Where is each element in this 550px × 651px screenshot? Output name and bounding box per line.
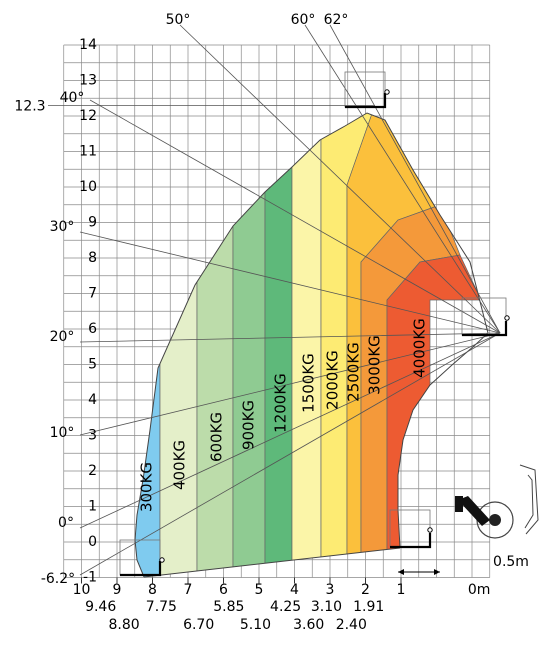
ray-10 (79, 332, 501, 436)
boom-link (458, 496, 490, 526)
x-tick-label: 7 (184, 582, 193, 598)
zone-label-4000kg: 4000KG (411, 318, 429, 378)
y-tick-label: 14 (79, 37, 97, 53)
zone-label-900kg: 900KG (240, 400, 258, 450)
labels: 10 9 8 7 6 5 4 3 2 1 0m9.46 7.75 5.85 4.25 3.10 1.918.8… (14, 12, 529, 633)
x-tick-label: 5 (255, 582, 264, 598)
load-zone-1200kg (264, 159, 293, 577)
ray-0 (79, 332, 501, 529)
attachment-sketch-right-fork (462, 321, 508, 337)
y-tick-label: 2 (88, 463, 97, 479)
zone-label-3000kg: 3000KG (366, 335, 384, 395)
ray-50 (179, 24, 501, 334)
machine-sketch (119, 71, 539, 577)
y-tick-label: 9 (88, 215, 97, 231)
x-tick-label: 1 (397, 582, 406, 598)
x-sub-label: 9.46 (85, 599, 116, 615)
x-tick-label: 8 (148, 582, 157, 598)
attachment-sketch-low-pin (159, 557, 165, 563)
attachment-sketch-ground-pin (427, 527, 433, 533)
y-tick-label: 5 (88, 357, 97, 373)
max-height-label: 12.3 (14, 98, 45, 114)
cab-inner (524, 474, 534, 529)
envelope-bottom-edge (143, 547, 401, 578)
y-tick-label: 7 (88, 286, 97, 302)
ray-60 (304, 24, 501, 334)
zone-label-2000kg: 2000KG (324, 350, 342, 410)
zone-label-1200kg: 1200KG (272, 373, 290, 433)
zone-label-300kg: 300KG (138, 462, 156, 512)
angle-label: -6.2° (41, 571, 75, 587)
angle-label: 10° (50, 425, 75, 441)
y-tick-label: 13 (79, 73, 97, 89)
x-sub-label: 3.10 (311, 599, 342, 615)
x-sub-label: 5.10 (240, 617, 271, 633)
attachment-sketch-right-pin (504, 315, 510, 321)
load-zone-400kg (159, 279, 198, 577)
load-zones (134, 112, 489, 578)
x-sub-label: 2.40 (336, 617, 367, 633)
x-tick-label: 10 (73, 582, 91, 598)
y-tick-label: 6 (88, 321, 97, 337)
zone-label-1500kg: 1500KG (300, 353, 318, 413)
x-tick-label: 2 (361, 582, 370, 598)
x-sub-label: 3.60 (293, 617, 324, 633)
x-sub-label: 5.85 (213, 599, 244, 615)
x-sub-label: 7.75 (146, 599, 177, 615)
x-tick-label: 9 (113, 582, 122, 598)
angle-label: 0° (58, 515, 74, 531)
attachment-sketch-ground-fork (390, 533, 432, 549)
angle-label: 30° (50, 219, 75, 235)
angle-label: 62° (324, 12, 349, 28)
angle-label: 60° (291, 12, 316, 28)
y-tick-label: 11 (79, 144, 97, 160)
angle-rays (79, 24, 501, 576)
y-tick-label: -1 (83, 570, 97, 586)
attachment-sketch-top (344, 71, 386, 108)
x-sub-label: 6.70 (183, 617, 214, 633)
x-zero-label: 0m (468, 582, 491, 598)
attachment-sketch-top-pin (384, 89, 390, 95)
ray-62 (329, 24, 501, 334)
envelope-outline (134, 112, 489, 578)
ray-20 (79, 332, 501, 343)
y-tick-label: 8 (88, 250, 97, 266)
y-tick-label: 10 (79, 179, 97, 195)
x-sub-label: 4.25 (270, 599, 301, 615)
angle-label: 40° (60, 90, 85, 106)
load-zone-900kg (232, 184, 266, 577)
boom-head-plate (455, 496, 463, 512)
zone-label-2500kg: 2500KG (345, 342, 363, 402)
y-tick-label: 3 (88, 428, 97, 444)
ray-40 (89, 99, 501, 334)
y-tick-label: 4 (88, 392, 97, 408)
ray--6.2 (79, 332, 501, 576)
x-sub-label: 8.80 (109, 617, 140, 633)
x-tick-label: 6 (219, 582, 228, 598)
angle-label: 50° (166, 12, 191, 28)
zone-label-600kg: 600KG (208, 412, 226, 462)
y-tick-label: 1 (88, 499, 97, 515)
load-zone-group (135, 113, 488, 577)
x-sub-label: 1.91 (353, 599, 384, 615)
y-tick-label: 0 (88, 534, 97, 550)
wheel-hub (489, 514, 501, 526)
x-tick-label: 3 (326, 582, 335, 598)
scale-label: 0.5m (493, 554, 529, 570)
attachment-sketch-low-fork (120, 561, 162, 577)
x-tick-label: 4 (290, 582, 299, 598)
attachment-sketch-top-fork (345, 93, 387, 109)
ray-30 (79, 231, 501, 334)
cab-outline (519, 464, 539, 535)
zone-label-400kg: 400KG (171, 440, 189, 490)
angle-label: 20° (50, 329, 75, 345)
y-tick-label: 12 (79, 108, 97, 124)
